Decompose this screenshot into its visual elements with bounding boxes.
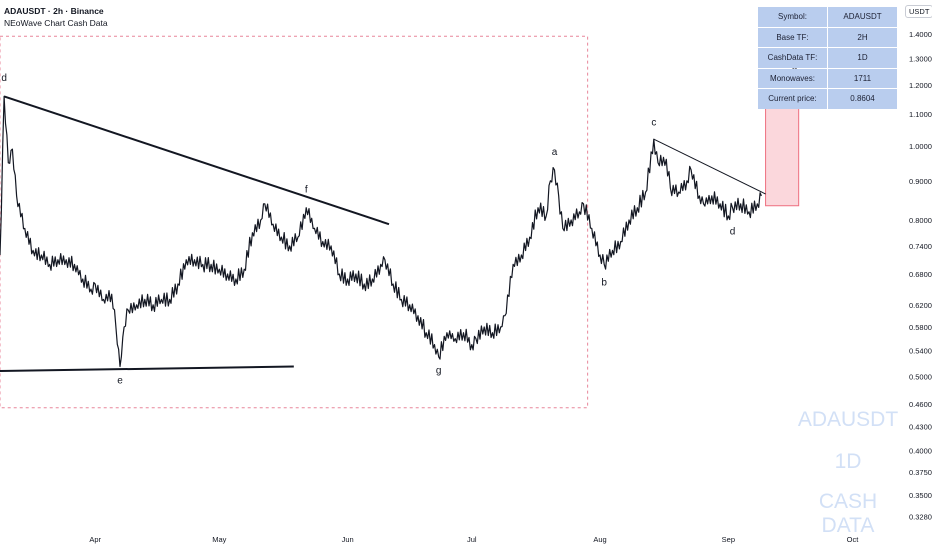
x-tick-label-aug: Aug (593, 535, 606, 544)
y-tick-label-6: 0.9000 (909, 177, 932, 186)
trendline-3 (653, 138, 766, 195)
axis-labels: 1.4000 1.3000 1.2000 1.1000 1.0000 0.9000 0.80… (89, 30, 932, 544)
y-tick-label-16: 0.4000 (909, 447, 932, 456)
currency-badge[interactable]: USDT (905, 5, 932, 18)
wave-label-a-5: a (552, 147, 558, 158)
y-tick-label-15: 0.4300 (909, 422, 932, 431)
wave-label-e-2: e (117, 376, 123, 387)
wave-label-f-3: f (305, 184, 308, 195)
wave-label-g-4: g (436, 366, 442, 377)
x-tick-label-may: May (212, 535, 226, 544)
y-tick-label-4: 1.1000 (909, 110, 932, 119)
wave-label-d-1: d (1, 73, 7, 84)
watermark-label: CASH DATA (818, 490, 878, 537)
y-tick-label-12: 0.5400 (909, 347, 932, 356)
target-zone-box (765, 90, 800, 207)
info-value: ADAUSDT (828, 7, 897, 27)
wave-label-d-8: d (730, 227, 736, 238)
info-value: 2H (828, 27, 897, 47)
x-tick-label-jul: Jul (467, 535, 477, 544)
y-tick-label-17: 0.3750 (909, 468, 932, 477)
chart-indicator-subtitle: NEoWave Chart Cash Data (4, 18, 108, 28)
trendline-2 (0, 365, 294, 373)
y-tick-label-11: 0.5800 (909, 323, 932, 332)
chart-symbol-title: ADAUSDT · 2h · Binance (4, 6, 104, 16)
plot-area: defgabcde (0, 35, 800, 409)
y-tick-label-18: 0.3500 (909, 491, 932, 500)
info-row-current-price: Current price: 0.8604 (758, 89, 897, 109)
y-tick-label-13: 0.5000 (909, 372, 932, 381)
info-key: Symbol: (758, 7, 827, 27)
info-value: 0.8604 (828, 89, 897, 109)
info-key: Monowaves: (758, 68, 827, 88)
info-row-monowaves: Monowaves: 1711 (758, 68, 897, 88)
dashed-pattern-box (0, 35, 589, 409)
info-key: Current price: (758, 89, 827, 109)
y-tick-label-3: 1.2000 (909, 81, 932, 90)
watermark-symbol: ADAUSDT (797, 408, 899, 431)
info-row-cashdata-tf: CashData TF: 1D (758, 48, 897, 68)
y-tick-label-2: 1.3000 (909, 55, 932, 64)
y-tick-label-10: 0.6200 (909, 301, 932, 310)
info-row-base-tf: Base TF: 2H (758, 27, 897, 47)
y-tick-label-19: 0.3280 (909, 513, 932, 522)
y-tick-label-8: 0.7400 (909, 242, 932, 251)
x-tick-label-oct: Oct (847, 535, 860, 544)
price-line (0, 95, 762, 368)
x-tick-label-sep: Sep (722, 535, 735, 544)
y-tick-label-7: 0.8000 (909, 216, 932, 225)
info-value: 1711 (828, 68, 897, 88)
x-tick-label-jun: Jun (342, 535, 354, 544)
wave-label-b-6: b (601, 277, 607, 288)
info-row-symbol: Symbol: ADAUSDT (758, 7, 897, 27)
info-key: CashData TF: (758, 48, 827, 68)
watermark-timeframe: 1D (834, 450, 862, 473)
trendline-1 (3, 95, 390, 226)
y-tick-label-5: 1.0000 (909, 142, 932, 151)
x-tick-label-apr: Apr (89, 535, 101, 544)
y-tick-label-9: 0.6800 (909, 270, 932, 279)
wave-label-c-7: c (651, 118, 656, 129)
info-key: Base TF: (758, 27, 827, 47)
y-tick-label-1: 1.4000 (909, 30, 932, 39)
info-table: Symbol: ADAUSDT Base TF: 2H CashData TF:… (757, 6, 898, 110)
info-value: 1D (828, 48, 897, 68)
y-tick-label-14: 0.4600 (909, 400, 932, 409)
